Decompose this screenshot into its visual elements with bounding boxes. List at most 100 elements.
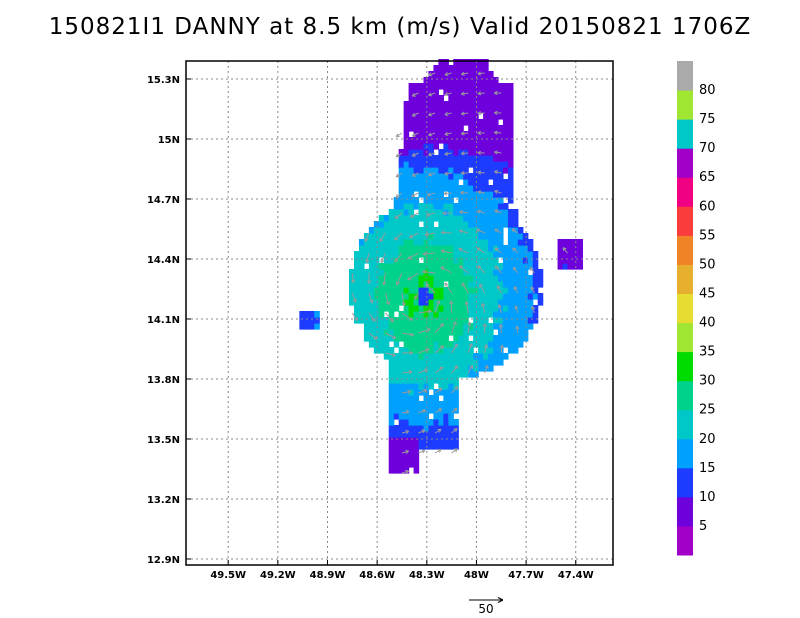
wind-cell [453, 167, 459, 174]
wind-cell [468, 323, 474, 330]
wind-cell [448, 179, 454, 186]
wind-vector-head [453, 407, 458, 412]
wind-cell [423, 257, 430, 264]
wind-vector [422, 252, 436, 255]
wind-cell [473, 239, 479, 246]
wind-cell [497, 317, 504, 324]
wind-cell [483, 215, 489, 222]
wind-cell [468, 353, 474, 360]
wind-vector-head [494, 110, 498, 115]
wind-cell [388, 467, 395, 474]
wind-cell [408, 113, 415, 120]
wind-cell [423, 437, 430, 444]
wind-cell [433, 209, 439, 216]
wind-cell [567, 251, 574, 258]
wind-cell [438, 221, 444, 228]
wind-cell [473, 125, 479, 132]
wind-cell [418, 305, 425, 312]
wind-cell [453, 191, 459, 198]
wind-cell [448, 155, 454, 162]
wind-cell [413, 317, 420, 324]
wind-cell [463, 59, 469, 66]
wind-cell [453, 203, 459, 210]
wind-cell [448, 353, 454, 360]
wind-cell [413, 221, 420, 228]
wind-cell [517, 323, 524, 330]
wind-cell [562, 239, 569, 246]
wind-cell [349, 269, 355, 276]
wind-cell [418, 179, 425, 186]
wind-cell [488, 203, 494, 210]
wind-vector [451, 321, 457, 334]
wind-vector-head [444, 282, 449, 287]
wind-cell [433, 173, 439, 180]
wind-cell [403, 179, 410, 186]
wind-cell [363, 299, 370, 306]
wind-cell [438, 131, 444, 138]
wind-cell [373, 293, 380, 300]
wind-cell [453, 59, 459, 66]
wind-cell [418, 149, 425, 156]
wind-cell [512, 269, 519, 276]
wind-cell [478, 317, 484, 324]
wind-cell [418, 251, 425, 258]
wind-cell [468, 191, 474, 198]
wind-vector [467, 365, 473, 374]
wind-cell [433, 83, 439, 90]
wind-cell [453, 65, 459, 72]
wind-cell [423, 107, 430, 114]
wind-cell [403, 287, 410, 294]
wind-cell [408, 101, 415, 108]
wind-cell [423, 221, 430, 228]
wind-cell [423, 233, 430, 240]
wind-vector [459, 265, 469, 274]
wind-cell [433, 317, 439, 324]
wind-cell [418, 245, 425, 252]
wind-cell [517, 311, 524, 318]
wind-cell [497, 83, 504, 90]
wind-cell [443, 203, 449, 210]
wind-cell [532, 251, 539, 258]
wind-cell [438, 215, 444, 222]
wind-cell [453, 275, 459, 282]
wind-cell [468, 95, 474, 102]
wind-cell [383, 353, 390, 360]
wind-vector-head [426, 212, 430, 217]
wind-cell [314, 311, 320, 318]
wind-cell [423, 143, 430, 150]
wind-cell [383, 287, 390, 294]
wind-vector-head [392, 335, 397, 339]
wind-cell [572, 263, 579, 270]
wind-cell [363, 275, 370, 282]
wind-cell [458, 287, 464, 294]
wind-vector [401, 371, 413, 374]
wind-cell [383, 233, 390, 240]
wind-cell [413, 287, 420, 294]
wind-cell [393, 365, 400, 372]
wind-cell [408, 389, 415, 396]
wind-cell [443, 359, 449, 366]
wind-cell [468, 305, 474, 312]
wind-cell [408, 275, 415, 282]
wind-cell [448, 173, 454, 180]
wind-cell [448, 317, 454, 324]
wind-cell [502, 161, 509, 168]
wind-cell [453, 329, 459, 336]
wind-vector [494, 131, 502, 134]
wind-cell [438, 137, 444, 144]
wind-cell [463, 113, 469, 120]
wind-vector [396, 272, 403, 286]
wind-cell [413, 161, 420, 168]
wind-cell [353, 299, 360, 306]
wind-cell [453, 347, 459, 354]
wind-cell [478, 221, 484, 228]
wind-cell [433, 419, 439, 426]
wind-cell [483, 65, 489, 72]
wind-vector [394, 232, 403, 241]
wind-vector-head [407, 389, 412, 394]
wind-cell [507, 131, 514, 138]
wind-vector [440, 266, 452, 274]
wind-cell [373, 341, 380, 348]
wind-vector [434, 408, 442, 414]
wind-cell [358, 299, 365, 306]
